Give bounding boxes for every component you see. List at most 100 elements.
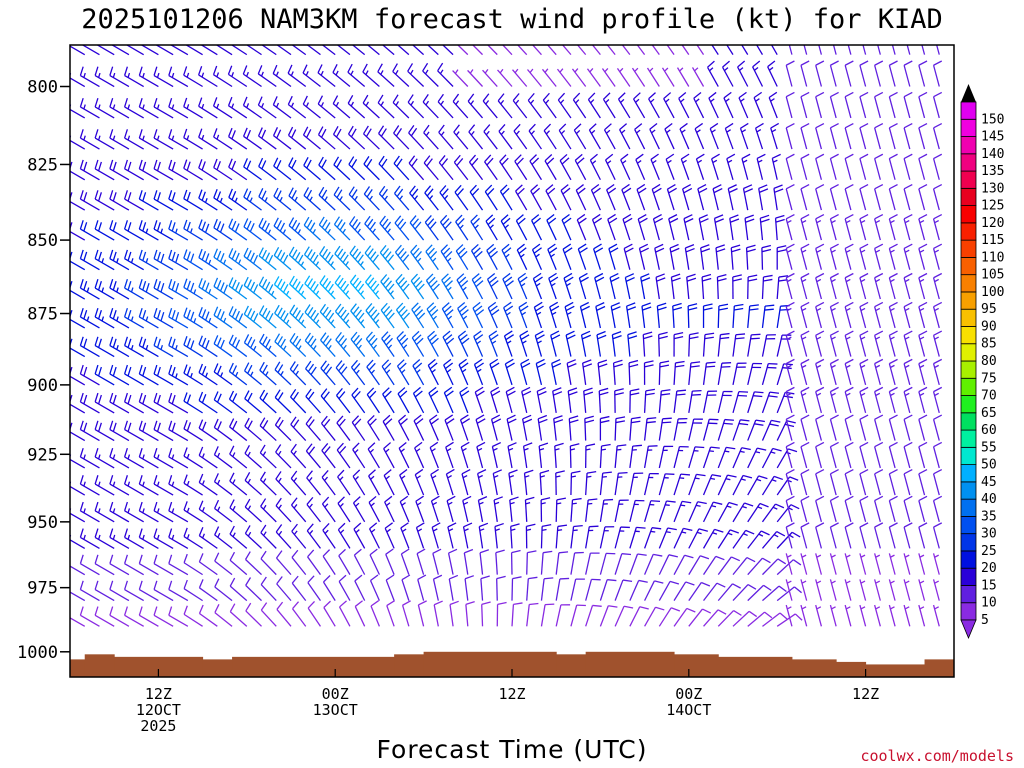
wind-barb [276, 45, 292, 56]
wind-barb [717, 583, 741, 602]
colorbar-label: 85 [981, 337, 997, 352]
credit-text: coolwx.com/models [860, 747, 1014, 765]
terrain-segment [202, 659, 233, 677]
wind-barb [701, 273, 712, 300]
wind-barb [382, 387, 395, 414]
wind-barb [437, 93, 454, 119]
wind-barb [903, 91, 913, 119]
wind-barb [640, 273, 651, 300]
wind-barb [572, 92, 587, 119]
y-tick-label: 950 [27, 513, 58, 533]
x-tick-label: 00Z [675, 685, 702, 703]
wind-barb [496, 601, 507, 627]
wind-barb [321, 45, 336, 56]
wind-barb [586, 68, 601, 87]
wind-barb [94, 392, 115, 414]
wind-barb [614, 444, 627, 469]
wind-barb [432, 548, 442, 575]
wind-barb [369, 548, 380, 575]
wind-barb [94, 336, 115, 358]
wind-barb [800, 91, 810, 119]
wind-barb [79, 606, 100, 627]
wind-barb [732, 303, 744, 328]
wind-barb [918, 122, 928, 150]
wind-barb [629, 553, 647, 575]
wind-barb [289, 332, 307, 358]
wind-barb [109, 307, 130, 329]
wind-barb [138, 447, 159, 469]
wind-barb [153, 307, 174, 329]
wind-barb [732, 447, 751, 469]
wind-barb [448, 574, 459, 601]
wind-barb [385, 548, 395, 575]
wind-barb [412, 359, 425, 386]
x-tick-label: 12OCT [136, 701, 181, 719]
wind-barb [214, 604, 233, 627]
colorbar-top-arrow [961, 84, 976, 102]
wind-barb [599, 605, 618, 627]
wind-barb [497, 68, 513, 87]
wind-barb [698, 214, 709, 241]
wind-barb [228, 158, 248, 181]
wind-barb [932, 414, 943, 441]
wind-barb [611, 331, 622, 357]
wind-barb [427, 358, 439, 386]
wind-barb [518, 301, 529, 329]
wind-barb [936, 45, 940, 55]
terrain-segment [70, 659, 86, 677]
y-tick-label: 925 [27, 445, 58, 465]
terrain-segment [114, 656, 204, 677]
wind-barb [663, 92, 675, 119]
wind-barb [903, 272, 913, 300]
wind-barb [918, 414, 928, 441]
wind-barb [815, 243, 825, 270]
wind-barb [874, 386, 884, 414]
wind-barb [79, 159, 100, 181]
wind-barb [652, 213, 663, 241]
wind-barb [79, 249, 100, 271]
colorbar-label: 105 [981, 268, 1004, 283]
wind-barb [785, 386, 795, 414]
wind-barb [441, 45, 454, 56]
wind-barb [800, 301, 810, 329]
wind-barb [747, 475, 768, 496]
wind-barb [79, 190, 100, 211]
wind-barb [815, 468, 825, 496]
wind-barb [485, 214, 498, 241]
wind-barb [658, 445, 674, 469]
wind-barb [903, 330, 913, 357]
colorbar-label: 150 [981, 112, 1004, 127]
wind-barb [183, 605, 203, 627]
wind-barb [546, 45, 557, 56]
wind-barb [213, 418, 233, 442]
colorbar-swatch [960, 446, 977, 466]
wind-barb [658, 500, 676, 523]
wind-barb [347, 63, 366, 88]
wind-barb [276, 601, 292, 627]
wind-barb [94, 447, 115, 469]
wind-barb [512, 93, 528, 119]
wind-barb [302, 126, 321, 150]
wind-barb [460, 441, 470, 469]
wind-barb [275, 471, 292, 496]
wind-barb [617, 92, 631, 119]
wind-barb [229, 445, 248, 469]
wind-barb [440, 244, 454, 271]
colorbar-label: 50 [981, 458, 997, 473]
wind-barb [70, 625, 71, 627]
wind-barb [336, 45, 351, 56]
wind-barb [761, 244, 772, 270]
wind-barb [918, 522, 928, 549]
colorbar-swatch [960, 326, 977, 345]
wind-barb [888, 184, 898, 211]
wind-barb [79, 364, 100, 386]
wind-barb [289, 275, 307, 300]
terrain-segment [585, 651, 675, 677]
wind-barb [531, 243, 543, 270]
wind-barb [467, 69, 484, 87]
wind-barb [244, 498, 262, 523]
wind-barb [109, 447, 130, 469]
wind-barb [788, 45, 793, 55]
wind-barb [726, 153, 736, 180]
wind-barb [396, 331, 410, 357]
